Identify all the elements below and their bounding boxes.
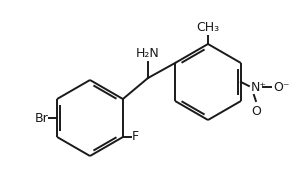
Text: CH₃: CH₃	[196, 21, 220, 34]
Text: O: O	[251, 105, 261, 118]
Text: F: F	[132, 130, 139, 144]
Text: H₂N: H₂N	[136, 47, 160, 60]
Text: O⁻: O⁻	[273, 80, 289, 93]
Text: Br: Br	[34, 112, 48, 125]
Text: N⁺: N⁺	[251, 80, 267, 93]
